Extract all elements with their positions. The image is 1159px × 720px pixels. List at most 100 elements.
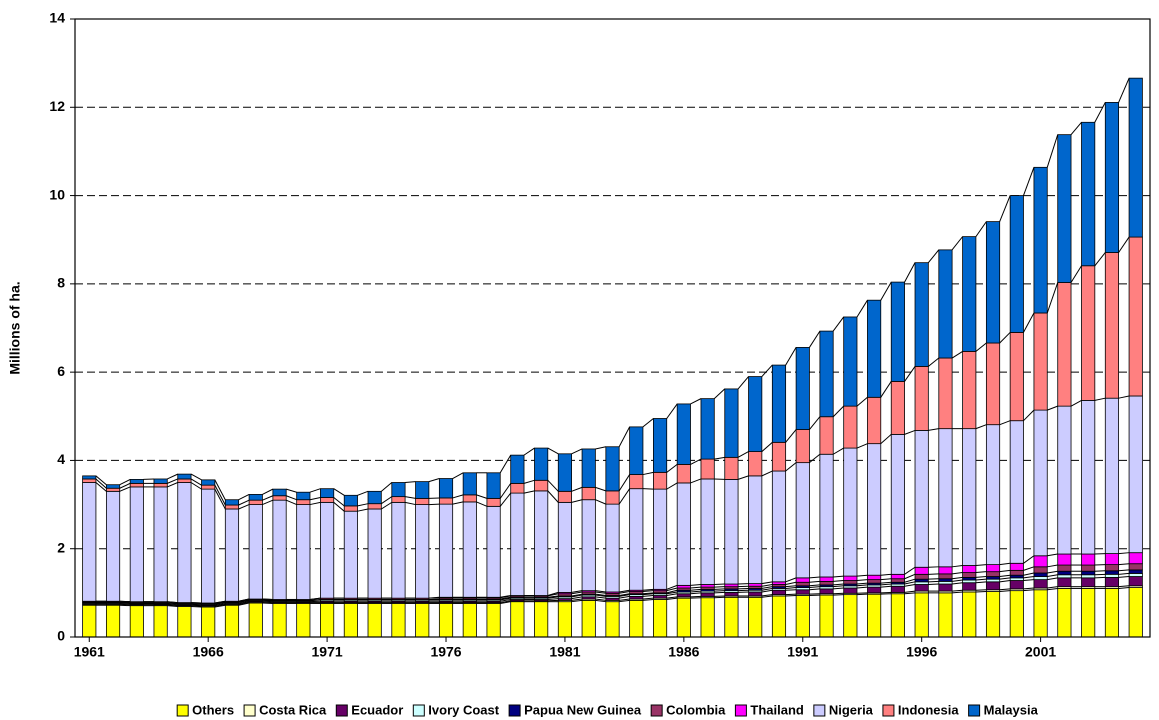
- series-line: [167, 478, 178, 484]
- series-line: [357, 490, 369, 496]
- series-line: [214, 488, 226, 510]
- legend-swatch: [176, 704, 189, 717]
- series-line: [975, 424, 987, 430]
- bar-segment: [153, 486, 168, 603]
- series-line: [761, 583, 773, 587]
- x-tick-label: 1991: [787, 644, 818, 660]
- bar-segment: [748, 591, 763, 597]
- bar-segment: [367, 508, 382, 599]
- series-line: [690, 588, 702, 591]
- series-line: [595, 590, 606, 593]
- bar-segment: [367, 603, 382, 638]
- bar-segment: [700, 592, 715, 597]
- series-line: [666, 482, 678, 490]
- x-tick-label: 1981: [549, 644, 580, 660]
- bar-segment: [890, 381, 905, 435]
- bar-segment: [605, 601, 620, 638]
- series-line: [500, 595, 511, 598]
- series-line: [238, 493, 250, 501]
- series-line: [1094, 397, 1106, 401]
- bar-segment: [486, 603, 501, 638]
- y-tick-label: 14: [49, 10, 65, 26]
- bar-segment: [438, 503, 454, 598]
- legend-label: Others: [192, 702, 234, 717]
- series-line: [999, 569, 1011, 573]
- series-line: [761, 595, 773, 598]
- bar-segment: [795, 347, 810, 430]
- series-line: [405, 501, 416, 506]
- bar-segment: [890, 573, 905, 580]
- bar-segment: [510, 454, 525, 484]
- bar-segment: [629, 426, 644, 475]
- bar-segment: [1104, 553, 1120, 566]
- bar-segment: [1128, 395, 1143, 554]
- legend-label: Ivory Coast: [428, 702, 499, 717]
- bar-segment: [1009, 569, 1024, 576]
- series-line: [666, 596, 678, 599]
- series-line: [690, 398, 702, 405]
- bar-segment: [962, 572, 977, 578]
- series-line: [214, 601, 226, 605]
- bar-segment: [914, 573, 929, 580]
- series-line: [95, 482, 107, 492]
- series-line: [999, 420, 1011, 426]
- series-line: [904, 262, 916, 283]
- series-line: [619, 599, 630, 603]
- series-line: [999, 588, 1011, 591]
- series-line: [761, 589, 773, 593]
- bar-segment: [724, 592, 739, 597]
- bar-segment: [1104, 570, 1120, 575]
- series-line: [761, 594, 773, 597]
- series-line: [500, 598, 511, 602]
- series-line: [832, 447, 844, 455]
- bar-segment: [296, 504, 311, 600]
- series-line: [262, 499, 274, 506]
- bar-segment: [653, 599, 668, 638]
- bar-segment: [224, 504, 240, 510]
- series-line: [785, 462, 797, 472]
- series-line: [880, 585, 892, 588]
- series-line: [880, 381, 892, 398]
- series-line: [476, 494, 488, 499]
- bar-segment: [415, 504, 430, 599]
- bar-segment: [724, 388, 739, 458]
- series-line: [476, 501, 488, 507]
- series-line: [214, 600, 226, 604]
- legend-swatch: [412, 704, 425, 717]
- bar-segment: [1104, 573, 1120, 578]
- bar-segment: [938, 357, 953, 430]
- series-line: [666, 591, 678, 595]
- series-line: [619, 595, 630, 599]
- series-line: [595, 596, 606, 599]
- x-tick-label: 1986: [668, 644, 699, 660]
- bar-segment: [224, 604, 240, 638]
- legend-label: Nigeria: [829, 702, 874, 717]
- series-line: [904, 581, 916, 585]
- series-line: [309, 497, 321, 501]
- bar-segment: [1057, 134, 1072, 283]
- series-line: [499, 454, 512, 474]
- series-line: [167, 603, 178, 606]
- series-line: [428, 596, 440, 599]
- series-line: [666, 589, 678, 594]
- series-line: [167, 605, 178, 608]
- bar-segment: [1009, 195, 1024, 333]
- bar-segment: [676, 482, 691, 586]
- bar-segment: [438, 603, 454, 638]
- series-line: [1118, 587, 1130, 589]
- series-line: [381, 501, 393, 510]
- bar-segment: [1057, 574, 1072, 579]
- series-line: [571, 590, 583, 593]
- series-line: [238, 600, 250, 604]
- bar-segment: [415, 497, 430, 505]
- bar-segment: [843, 575, 858, 581]
- series-line: [642, 592, 654, 595]
- series-line: [428, 478, 440, 483]
- bar-segment: [248, 499, 263, 505]
- series-line: [951, 350, 963, 359]
- series-line: [333, 497, 345, 507]
- bar-segment: [272, 499, 287, 600]
- bar-segment: [867, 586, 882, 594]
- legend-label: Papua New Guinea: [524, 702, 642, 717]
- series-line: [238, 601, 250, 605]
